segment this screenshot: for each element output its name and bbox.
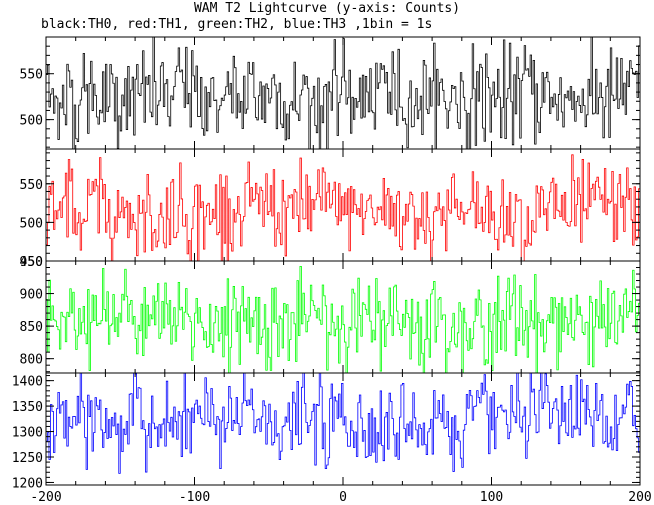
y-tick-label: 1400	[12, 375, 43, 390]
y-tick-label: 1350	[12, 400, 43, 415]
x-tick-label: 200	[628, 490, 651, 505]
y-tick-label: 500	[20, 114, 43, 129]
chart-title: WAM T2 Lightcurve (y-axis: Counts)	[193, 1, 461, 16]
y-tick-label: 900	[20, 288, 43, 303]
y-tick-label: 950	[20, 255, 43, 270]
series-line-th0	[46, 37, 640, 149]
y-tick-label: 550	[20, 68, 43, 83]
y-tick-label: 850	[20, 320, 43, 335]
y-tick-label: 1200	[12, 476, 43, 491]
y-tick-label: 550	[20, 178, 43, 193]
x-tick-label: 100	[480, 490, 503, 505]
x-tick-label: -100	[179, 490, 210, 505]
x-tick-label: -200	[30, 490, 61, 505]
y-tick-label: 450	[20, 255, 43, 270]
series-line-th3	[46, 373, 640, 474]
series-line-th2	[46, 266, 640, 373]
y-tick-label: 500	[20, 216, 43, 231]
y-tick-label: 1250	[12, 451, 43, 466]
y-tick-label: 1300	[12, 426, 43, 441]
y-tick-label: 800	[20, 353, 43, 368]
chart-subtitle: black:TH0, red:TH1, green:TH2, blue:TH3 …	[41, 17, 433, 32]
x-tick-label: 0	[339, 490, 347, 505]
series-line-th1	[46, 154, 640, 261]
